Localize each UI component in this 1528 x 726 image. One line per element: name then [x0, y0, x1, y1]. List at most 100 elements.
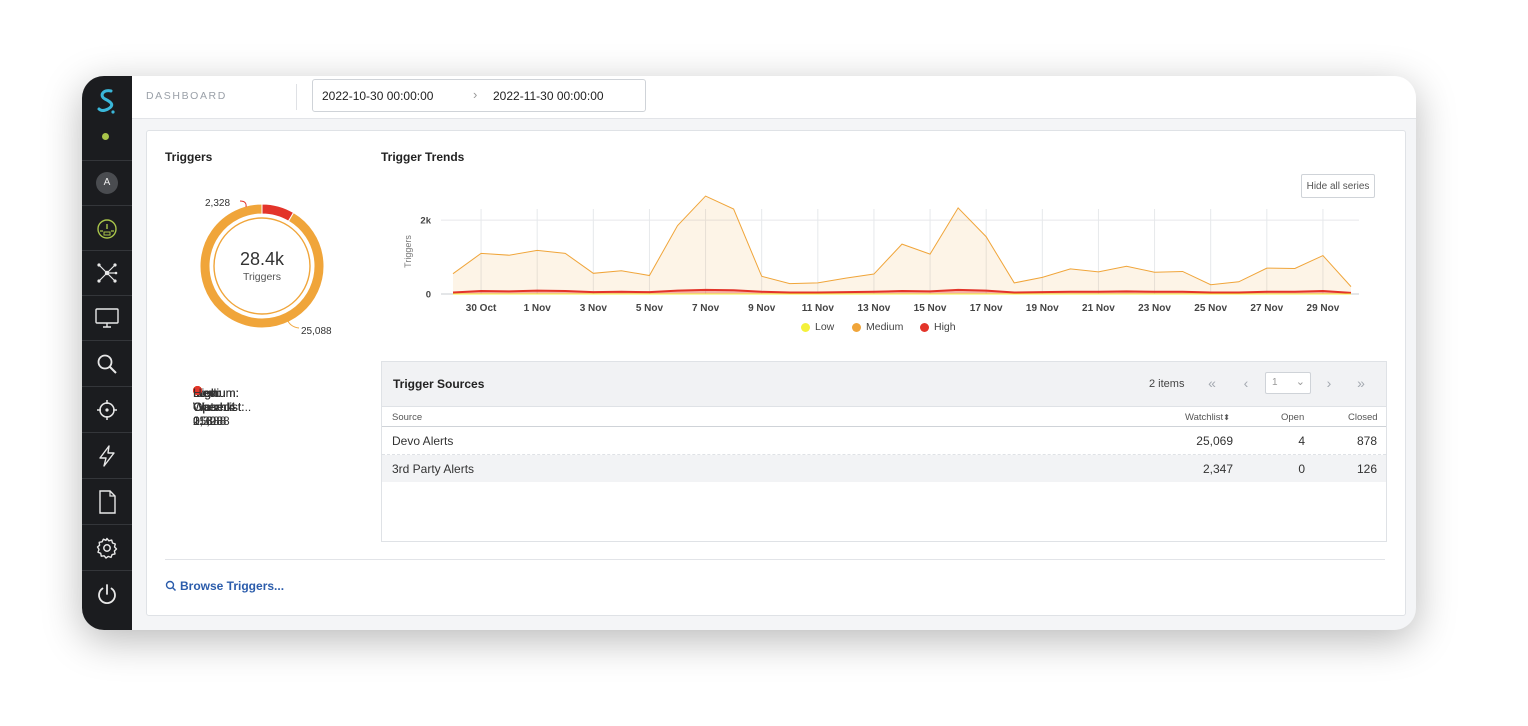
trends-legend-item[interactable]: High	[920, 321, 956, 333]
sidebar-item-targets[interactable]	[82, 387, 132, 432]
last-page-icon[interactable]: »	[1357, 375, 1365, 391]
legend-label: Low: Closed: 0	[193, 386, 234, 428]
triggers-donut-chart[interactable]	[197, 201, 327, 331]
donut-total: 28.4k	[239, 249, 285, 269]
items-count: 2 items	[1149, 378, 1185, 390]
trigger-trends-chart[interactable]: 30 Oct 1 Nov 3 Nov 5 Nov 7 Nov 9 Nov 11 Nov 13 …	[381, 191, 1381, 311]
sort-icon[interactable]: ⬍	[1223, 413, 1230, 422]
lightning-icon	[99, 444, 115, 467]
col-watchlist-label: Watchlist	[1185, 412, 1224, 423]
sidebar-item-network[interactable]	[82, 250, 132, 295]
legend-label: Medium: Watchlist... 25,088	[193, 386, 252, 428]
sidebar-item-user[interactable]: A	[82, 160, 132, 205]
x-tick-label: 19 Nov	[1026, 303, 1059, 311]
trends-legend-item[interactable]: Medium	[852, 321, 903, 333]
first-page-icon[interactable]: «	[1208, 375, 1216, 391]
x-tick-label: 5 Nov	[636, 303, 664, 311]
date-range-picker[interactable]: 2022-10-30 00:00:00 › 2022-11-30 00:00:0…	[312, 79, 646, 112]
y-axis-label: Triggers	[403, 235, 413, 268]
cell-open: 0	[1298, 462, 1305, 476]
trends-title: Trigger Trends	[381, 150, 465, 164]
col-watchlist[interactable]: Watchlist⬍	[1185, 412, 1230, 423]
col-source[interactable]: Source	[392, 412, 423, 423]
document-icon	[99, 489, 116, 514]
sidebar-divider	[82, 160, 132, 161]
crosshair-target-icon	[97, 399, 117, 420]
chevron-right-icon: ›	[473, 87, 478, 102]
y-tick-label: 2k	[420, 216, 431, 227]
topbar-divider	[296, 84, 297, 110]
col-closed[interactable]: Closed	[1348, 412, 1378, 423]
sidebar-divider	[82, 478, 132, 479]
hide-all-series-button[interactable]: Hide all series	[1301, 174, 1375, 198]
table-row[interactable]: Devo Alerts 25,069 4 878	[382, 427, 1386, 455]
donut-label-connector	[239, 200, 247, 208]
date-to-field[interactable]: 2022-11-30 00:00:00	[493, 89, 604, 103]
sidebar-item-dashboard[interactable]	[82, 205, 132, 250]
sidebar: A	[82, 76, 132, 630]
page-select[interactable]: 1 ⌄	[1265, 372, 1311, 394]
cell-watchlist: 2,347	[1202, 462, 1233, 476]
legend-label: Low	[815, 321, 835, 333]
x-tick-label: 21 Nov	[1082, 303, 1115, 311]
page-select-value: 1	[1272, 377, 1278, 388]
table-toolbar: Trigger Sources 2 items « ‹ 1 ⌄ › »	[382, 362, 1386, 407]
search-icon	[97, 354, 117, 374]
trends-legend-item[interactable]: Low	[801, 321, 834, 333]
sidebar-item-alerts[interactable]	[82, 433, 132, 478]
sidebar-divider	[82, 250, 132, 251]
app-window: A	[82, 76, 1416, 630]
cell-closed: 878	[1356, 434, 1377, 448]
breadcrumb[interactable]: DASHBOARD	[146, 90, 227, 102]
sidebar-item-search[interactable]	[82, 341, 132, 386]
x-tick-label: 7 Nov	[692, 303, 720, 311]
dashboard-panel: Triggers 28.4k Triggers 2,328 25,088 Low…	[146, 130, 1406, 616]
sidebar-divider	[82, 524, 132, 525]
cell-source: 3rd Party Alerts	[392, 462, 475, 476]
table-row[interactable]: 3rd Party Alerts 2,347 0 126	[382, 455, 1386, 482]
top-bar: DASHBOARD 2022-10-30 00:00:00 › 2022-11-…	[132, 76, 1416, 119]
cell-closed: 126	[1356, 462, 1377, 476]
donut-slice-medium	[199, 203, 325, 329]
legend-label: Medium: Closed: ... 888	[193, 386, 240, 428]
donut-center: 28.4k Triggers	[197, 249, 327, 283]
col-open[interactable]: Open	[1281, 412, 1305, 423]
donut-inner-ring	[213, 217, 311, 315]
logo-icon[interactable]	[91, 86, 123, 118]
gear-icon	[96, 537, 118, 559]
sidebar-item-logout[interactable]	[82, 571, 132, 616]
prev-page-icon[interactable]: ‹	[1243, 375, 1249, 391]
donut-total-label: Triggers	[242, 271, 282, 283]
x-tick-label: 29 Nov	[1307, 303, 1340, 311]
status-indicator	[102, 133, 109, 140]
legend-label: High: Closed: 116	[193, 386, 234, 428]
table-header: Source Watchlist⬍ Open Closed	[382, 407, 1386, 427]
x-tick-label: 30 Oct	[466, 303, 497, 311]
y-tick-label: 0	[426, 290, 431, 301]
sidebar-item-monitor[interactable]	[82, 295, 132, 340]
date-from-field[interactable]: 2022-10-30 00:00:00	[322, 89, 434, 103]
triggers-title: Triggers	[165, 150, 213, 164]
browse-triggers-link[interactable]: Browse Triggers...	[165, 579, 284, 593]
x-tick-label: 23 Nov	[1138, 303, 1171, 311]
sidebar-item-settings[interactable]	[82, 525, 132, 570]
cell-watchlist: 25,069	[1196, 434, 1233, 448]
donut-label-high: 2,328	[205, 198, 231, 209]
monitor-icon	[95, 307, 119, 328]
dashboard-gauge-icon	[97, 218, 117, 239]
legend-dot	[920, 322, 929, 332]
avatar[interactable]: A	[96, 171, 118, 194]
next-page-icon[interactable]: ›	[1326, 375, 1332, 391]
sidebar-divider	[82, 570, 132, 571]
sidebar-item-documents[interactable]	[82, 479, 132, 524]
sidebar-divider	[82, 432, 132, 433]
trigger-sources-table: Trigger Sources 2 items « ‹ 1 ⌄ › » Sour…	[381, 361, 1387, 542]
network-graph-icon	[97, 262, 118, 283]
legend-dot	[852, 322, 861, 332]
legend-label: High	[934, 321, 956, 333]
sidebar-divider	[82, 205, 132, 206]
chevron-down-icon: ⌄	[1295, 376, 1305, 388]
table-title: Trigger Sources	[393, 377, 485, 391]
donut-label-medium: 25,088	[301, 326, 332, 337]
donut-label-connector	[286, 318, 300, 329]
